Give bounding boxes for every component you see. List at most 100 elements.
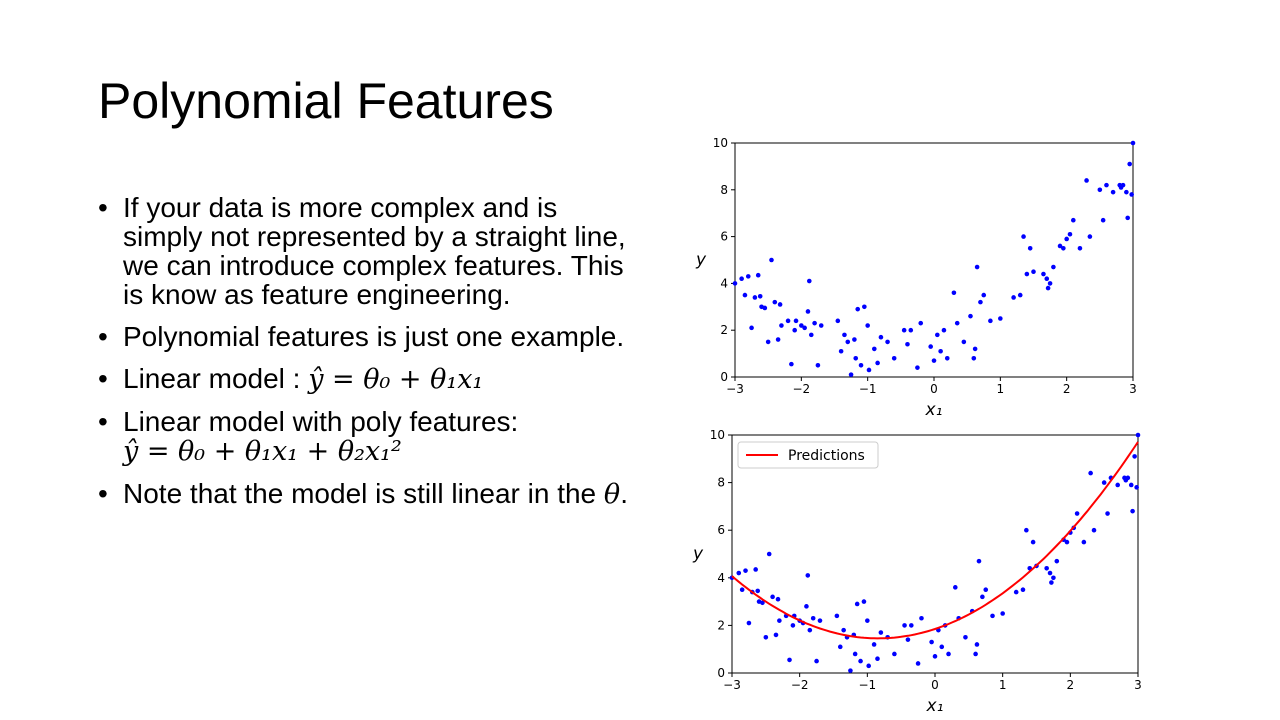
data-point bbox=[1130, 140, 1136, 146]
data-point bbox=[1087, 234, 1093, 239]
data-point bbox=[1044, 276, 1050, 282]
data-point bbox=[854, 601, 860, 607]
data-point bbox=[1020, 587, 1026, 592]
data-point bbox=[1125, 215, 1130, 221]
bullet-4-text: Linear model with poly features: bbox=[123, 406, 519, 437]
data-point bbox=[805, 309, 811, 314]
scatter-chart-top: −3 −2 −1 0 1 2 3 0 2 4 6 8 10 x₁ y bbox=[695, 136, 1137, 420]
data-point bbox=[855, 306, 861, 312]
y-tick-label: 6 bbox=[717, 523, 725, 537]
x-tick-label: 0 bbox=[930, 382, 938, 396]
data-point bbox=[848, 372, 854, 377]
x-tick-label: −1 bbox=[859, 382, 877, 396]
data-point bbox=[755, 272, 761, 278]
data-point bbox=[961, 339, 967, 345]
data-point bbox=[1081, 539, 1087, 545]
data-point bbox=[739, 276, 744, 282]
y-tick-label: 0 bbox=[717, 666, 725, 680]
data-point bbox=[971, 355, 977, 361]
data-point bbox=[980, 594, 985, 600]
data-point bbox=[765, 339, 771, 345]
data-point bbox=[766, 551, 772, 557]
plot-frame bbox=[731, 434, 1139, 674]
y-tick-label: 4 bbox=[720, 276, 728, 290]
bullet-5-end: . bbox=[620, 478, 628, 509]
data-point bbox=[1045, 285, 1051, 291]
data-point bbox=[838, 348, 844, 354]
data-point bbox=[760, 600, 765, 606]
x-tick-label: 3 bbox=[1134, 678, 1142, 692]
data-point bbox=[974, 264, 980, 270]
data-point bbox=[972, 346, 978, 352]
bullet-1: If your data is more complex and is simp… bbox=[98, 193, 638, 309]
data-point bbox=[845, 339, 851, 345]
data-point bbox=[852, 651, 858, 657]
data-point bbox=[919, 615, 924, 621]
data-point bbox=[944, 355, 950, 361]
data-point bbox=[885, 339, 890, 345]
data-point bbox=[983, 587, 989, 592]
data-point bbox=[789, 361, 794, 367]
data-point bbox=[743, 568, 748, 573]
data-point bbox=[915, 365, 920, 370]
data-point bbox=[951, 290, 957, 296]
data-point bbox=[946, 651, 951, 657]
data-point bbox=[939, 644, 945, 650]
data-point bbox=[806, 278, 812, 284]
x-tick-label: −3 bbox=[726, 382, 744, 396]
data-point bbox=[753, 567, 758, 572]
data-point bbox=[1127, 161, 1132, 167]
data-point bbox=[1011, 295, 1016, 300]
data-point bbox=[1041, 271, 1046, 277]
data-point bbox=[1030, 539, 1036, 545]
data-point bbox=[1047, 570, 1053, 576]
data-point bbox=[772, 299, 778, 305]
x-tick-label: 0 bbox=[931, 678, 939, 692]
data-point bbox=[779, 323, 784, 328]
data-point bbox=[1124, 189, 1129, 195]
data-point bbox=[745, 274, 751, 279]
y-tick-label: 2 bbox=[720, 323, 728, 337]
data-point bbox=[1110, 189, 1116, 195]
data-point bbox=[777, 618, 782, 623]
poly-model-equation: ŷ = θ₀ + θ₁x₁ + θ₂x₁² bbox=[123, 436, 402, 467]
data-point bbox=[752, 295, 758, 300]
legend-label: Predictions bbox=[788, 448, 865, 464]
data-point bbox=[1024, 527, 1029, 533]
data-point bbox=[802, 325, 807, 331]
data-point bbox=[1105, 511, 1110, 516]
data-point bbox=[878, 630, 884, 635]
data-point bbox=[1044, 565, 1049, 571]
data-point bbox=[905, 341, 910, 347]
data-point bbox=[905, 637, 911, 642]
data-point bbox=[814, 658, 819, 664]
data-point bbox=[953, 585, 958, 590]
x-tick-label: 3 bbox=[1129, 382, 1137, 396]
data-point bbox=[837, 644, 843, 650]
data-point bbox=[931, 358, 937, 363]
data-point bbox=[875, 656, 880, 662]
data-point bbox=[990, 613, 995, 619]
y-tick-label: 8 bbox=[720, 183, 728, 197]
data-point bbox=[1120, 182, 1126, 188]
data-point bbox=[872, 346, 877, 352]
bullet-3: Linear model : ŷ = θ₀ + θ₁x₁ bbox=[98, 364, 638, 394]
data-point bbox=[1013, 589, 1019, 595]
y-tick-label: 2 bbox=[717, 618, 725, 632]
plot-frame bbox=[734, 142, 1134, 378]
data-point bbox=[1051, 575, 1056, 581]
data-point bbox=[1125, 475, 1131, 481]
x-axis-label: x₁ bbox=[926, 696, 944, 716]
data-point bbox=[1129, 192, 1134, 197]
data-point bbox=[954, 320, 960, 326]
data-point bbox=[799, 323, 804, 328]
data-point bbox=[915, 661, 921, 666]
data-point bbox=[1071, 217, 1076, 223]
data-point bbox=[749, 325, 754, 331]
data-point bbox=[818, 323, 824, 328]
x-tick-label: 1 bbox=[999, 678, 1007, 692]
data-point bbox=[938, 348, 943, 354]
data-point bbox=[1021, 234, 1026, 239]
data-point bbox=[866, 663, 871, 669]
data-point bbox=[848, 668, 853, 673]
